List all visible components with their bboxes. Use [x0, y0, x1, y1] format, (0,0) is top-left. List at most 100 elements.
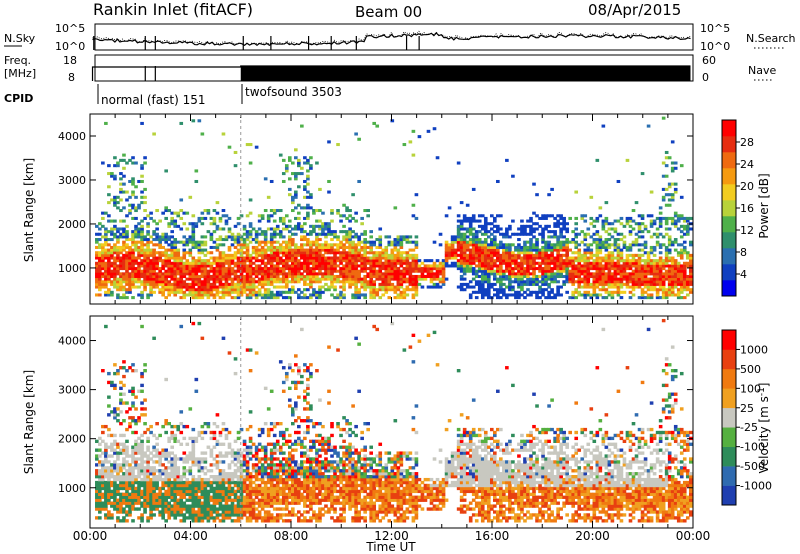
- power-cell: [502, 293, 506, 297]
- power-cell: [245, 296, 250, 300]
- power-cell: [468, 296, 473, 300]
- power-cell: [197, 256, 202, 260]
- velocity-cell: [173, 501, 178, 505]
- power-cell: [291, 201, 295, 205]
- power-cell: [480, 269, 485, 273]
- velocity-cell: [170, 480, 175, 485]
- power-cell: [116, 269, 120, 273]
- power-cell: [682, 248, 687, 252]
- power-cell: [278, 285, 283, 289]
- power-cell: [251, 248, 256, 252]
- power-cell: [399, 280, 404, 284]
- power-cell: [685, 282, 690, 286]
- power-cell: [486, 282, 491, 286]
- power-cell: [486, 235, 491, 239]
- power-cell: [514, 274, 518, 279]
- power-cell: [565, 290, 569, 294]
- power-cell: [333, 230, 337, 234]
- velocity-cell: [164, 483, 168, 488]
- power-cell: [628, 245, 633, 249]
- power-cell: [523, 296, 527, 300]
- power-cell: [474, 232, 479, 236]
- power-cell: [502, 277, 506, 281]
- power-cell: [257, 248, 262, 252]
- power-cell: [330, 293, 334, 297]
- power-cell: [315, 161, 319, 165]
- power-cell: [146, 230, 150, 234]
- velocity-cell: [119, 507, 123, 511]
- power-cell: [649, 235, 654, 239]
- power-cell: [643, 296, 648, 300]
- power-cell: [679, 282, 684, 286]
- power-cell: [194, 259, 199, 263]
- power-cell: [580, 259, 585, 263]
- power-cell: [306, 158, 310, 162]
- nsky-trace: [92, 32, 691, 47]
- power-cell: [664, 290, 669, 294]
- power-cell: [447, 253, 452, 257]
- power-cell: [137, 248, 141, 252]
- power-cell: [269, 214, 274, 218]
- power-cell: [526, 277, 530, 281]
- power-cell: [333, 267, 337, 271]
- velocity-cell: [143, 498, 147, 502]
- power-cell: [571, 251, 576, 255]
- power-cell: [164, 288, 168, 292]
- power-cell: [640, 288, 645, 292]
- power-cell: [309, 256, 313, 260]
- power-cell: [646, 288, 651, 292]
- power-cell: [176, 264, 181, 268]
- power-cell: [502, 232, 506, 236]
- power-cell: [483, 219, 488, 223]
- power-cell: [146, 296, 150, 300]
- power-cell: [673, 238, 678, 242]
- power-cell: [390, 261, 395, 265]
- power-cell: [526, 240, 530, 244]
- velocity-cell: [149, 513, 153, 517]
- power-cell: [248, 232, 253, 236]
- power-cell: [477, 224, 482, 228]
- power-cell: [453, 264, 458, 268]
- power-cell: [502, 235, 506, 239]
- power-cell: [155, 282, 159, 286]
- power-cell: [257, 277, 262, 281]
- power-cell: [613, 267, 618, 271]
- power-cell: [523, 267, 527, 271]
- power-cell: [604, 267, 609, 271]
- velocity-cell: [167, 483, 171, 488]
- power-cell: [532, 222, 536, 226]
- power-cell: [351, 235, 355, 239]
- velocity-cell: [119, 501, 123, 505]
- power-cell: [622, 240, 627, 244]
- power-cell: [375, 251, 380, 255]
- power-cell: [257, 259, 262, 263]
- power-cell: [676, 267, 681, 271]
- power-cell: [489, 232, 494, 236]
- power-cell: [366, 214, 370, 218]
- power-cell: [465, 264, 470, 268]
- power-cell: [489, 238, 494, 242]
- velocity-cell: [104, 489, 108, 494]
- power-cell: [613, 277, 618, 281]
- velocity-cell: [149, 480, 153, 485]
- power-cell: [559, 227, 563, 231]
- velocity-cell: [116, 463, 120, 467]
- power-cell: [227, 248, 232, 252]
- power-cell: [499, 261, 503, 265]
- velocity-cell: [173, 480, 178, 485]
- power-cell: [131, 193, 135, 197]
- power-cell: [345, 235, 349, 239]
- power-cell: [272, 293, 277, 297]
- power-cell: [354, 232, 358, 236]
- power-cell: [104, 285, 108, 289]
- power-cell: [664, 272, 669, 276]
- velocity-cell: [119, 386, 123, 391]
- power-cell: [390, 119, 395, 123]
- power-cell: [221, 132, 226, 136]
- power-cell: [390, 240, 395, 244]
- power-cell: [110, 219, 114, 223]
- velocity-cell: [173, 483, 178, 488]
- power-cell: [429, 277, 434, 281]
- power-cell: [113, 269, 117, 273]
- power-cell: [658, 243, 663, 247]
